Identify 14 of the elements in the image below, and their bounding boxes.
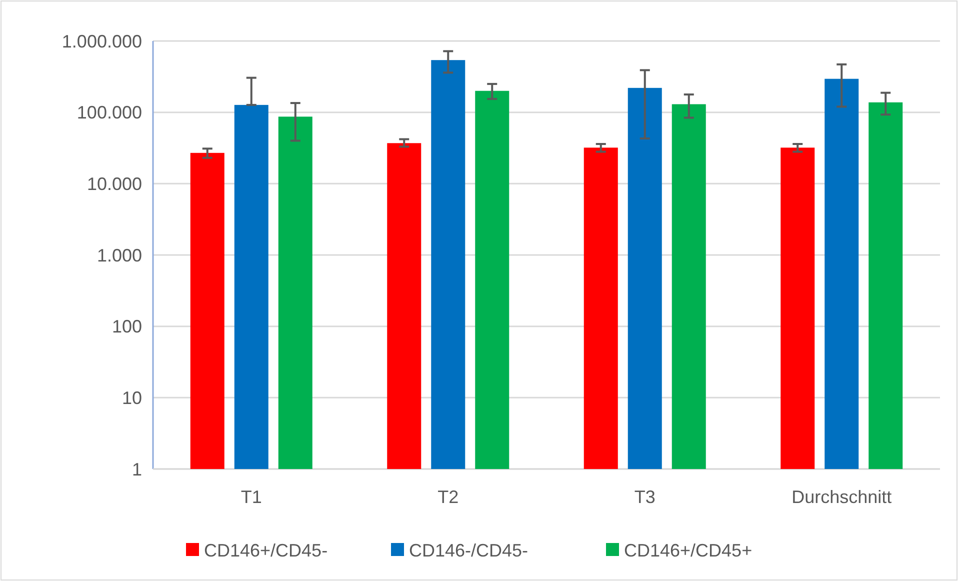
y-tick-label: 10 [122, 388, 142, 408]
x-tick-label: T1 [240, 487, 262, 507]
y-tick-label: 1.000 [96, 245, 142, 266]
x-tick-label: T2 [438, 487, 459, 507]
legend-label: CD146+/CD45- [204, 540, 328, 560]
y-tick-label: 1.000.000 [62, 31, 142, 52]
y-tick-label: 100.000 [76, 102, 142, 123]
y-tick-label: 10.000 [86, 174, 142, 194]
legend-label: CD146+/CD45+ [624, 540, 752, 560]
y-tick-label: 1 [132, 459, 142, 480]
legend-label: CD146-/CD45- [409, 540, 528, 560]
y-tick-label: 100 [112, 316, 142, 337]
x-tick-label: Durchschnitt [792, 487, 892, 507]
x-tick-label: T3 [634, 487, 656, 507]
